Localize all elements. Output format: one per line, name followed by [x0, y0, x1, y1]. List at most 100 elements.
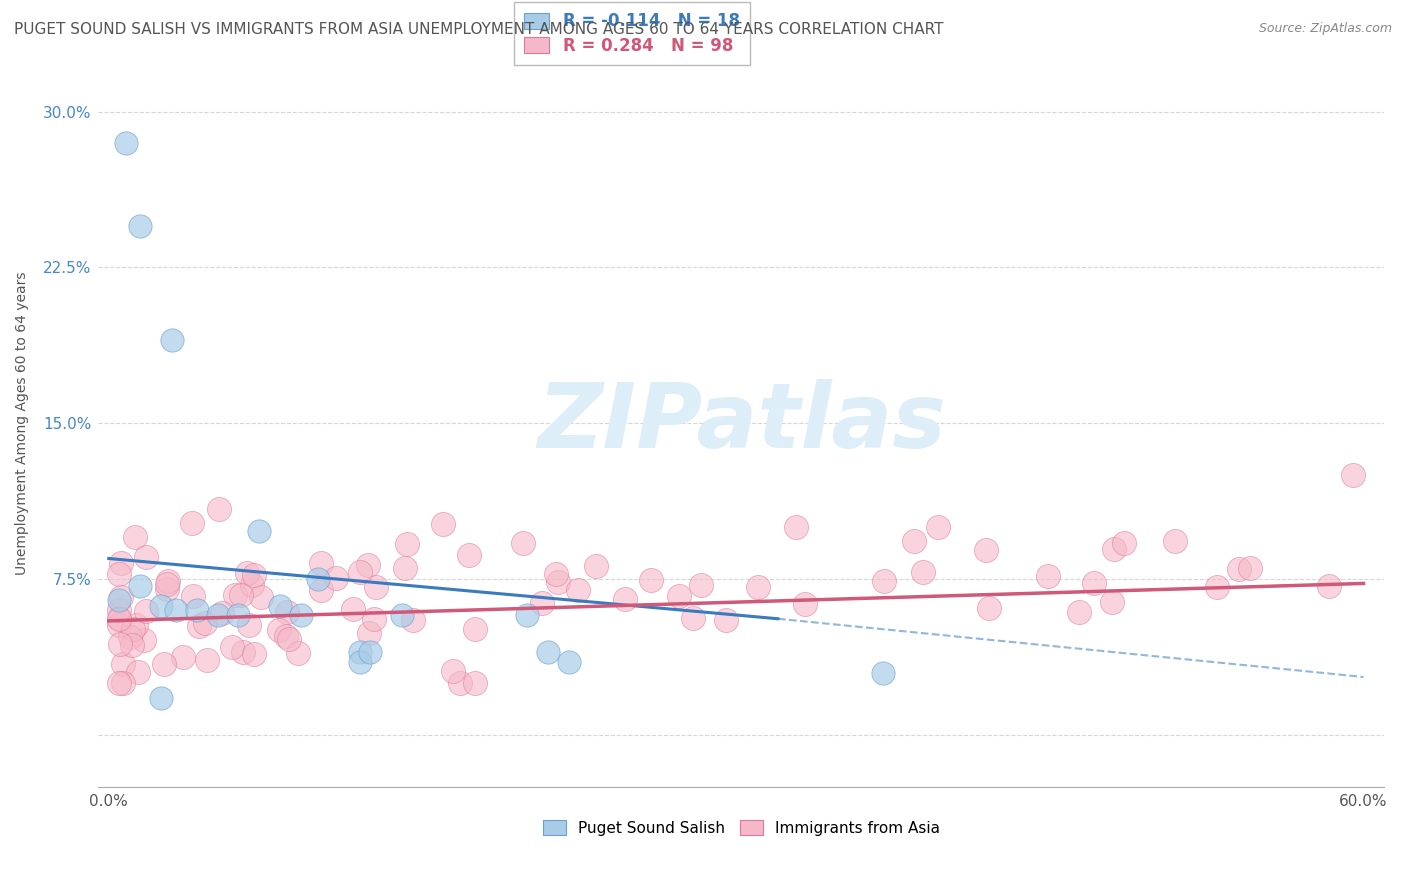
Point [108, 637, 131, 651]
Point [547, 575, 569, 590]
Point [1317, 579, 1340, 593]
Point [274, 628, 297, 642]
Point [194, 616, 217, 631]
Point [872, 665, 894, 680]
Point [150, 599, 173, 614]
Point [974, 542, 997, 557]
Point [242, 648, 264, 662]
Point [108, 567, 131, 582]
Point [134, 632, 156, 647]
Point [464, 622, 486, 636]
Point [121, 638, 143, 652]
Point [1114, 536, 1136, 550]
Point [689, 578, 711, 592]
Point [165, 603, 187, 617]
Point [160, 333, 183, 347]
Point [229, 588, 252, 602]
Point [112, 657, 135, 671]
Point [391, 607, 413, 622]
Point [135, 604, 157, 618]
Point [873, 574, 896, 588]
Point [181, 590, 204, 604]
Point [250, 590, 273, 604]
Point [129, 578, 152, 592]
Point [1101, 595, 1123, 609]
Point [325, 571, 347, 585]
Point [903, 534, 925, 549]
Point [277, 632, 299, 646]
Point [357, 626, 380, 640]
Point [1227, 561, 1250, 575]
Point [342, 602, 364, 616]
Point [394, 561, 416, 575]
Point [911, 566, 934, 580]
Point [127, 665, 149, 680]
Y-axis label: Unemployment Among Ages 60 to 64 years: Unemployment Among Ages 60 to 64 years [15, 272, 30, 575]
Point [108, 593, 131, 607]
Point [558, 656, 581, 670]
Point [114, 136, 136, 150]
Point [1164, 534, 1187, 549]
Point [118, 630, 141, 644]
Point [290, 607, 312, 622]
Point [449, 676, 471, 690]
Point [640, 573, 662, 587]
Point [269, 599, 291, 614]
Point [129, 219, 152, 233]
Text: Source: ZipAtlas.com: Source: ZipAtlas.com [1258, 22, 1392, 36]
Legend: Puget Sound Salish, Immigrants from Asia: Puget Sound Salish, Immigrants from Asia [533, 811, 949, 845]
Point [156, 582, 179, 597]
Point [364, 580, 387, 594]
Point [349, 645, 371, 659]
Point [172, 649, 194, 664]
Point [224, 588, 246, 602]
Point [307, 572, 329, 586]
Point [458, 549, 481, 563]
Point [110, 591, 132, 605]
Point [668, 590, 690, 604]
Point [1102, 542, 1125, 557]
Point [188, 618, 211, 632]
Point [785, 520, 807, 534]
Point [247, 524, 270, 539]
Point [135, 549, 157, 564]
Point [512, 536, 534, 550]
Point [395, 537, 418, 551]
Point [441, 664, 464, 678]
Point [309, 556, 332, 570]
Point [150, 690, 173, 705]
Point [530, 596, 553, 610]
Point [125, 618, 148, 632]
Point [927, 520, 949, 534]
Point [243, 568, 266, 582]
Point [156, 574, 179, 588]
Point [585, 558, 607, 573]
Point [110, 557, 132, 571]
Point [356, 558, 378, 572]
Text: PUGET SOUND SALISH VS IMMIGRANTS FROM ASIA UNEMPLOYMENT AMONG AGES 60 TO 64 YEAR: PUGET SOUND SALISH VS IMMIGRANTS FROM AS… [14, 22, 943, 37]
Point [359, 645, 381, 659]
Point [402, 613, 425, 627]
Point [124, 530, 146, 544]
Point [112, 676, 135, 690]
Point [108, 612, 131, 626]
Point [221, 640, 243, 655]
Point [349, 656, 371, 670]
Point [682, 611, 704, 625]
Point [267, 623, 290, 637]
Point [108, 618, 131, 632]
Point [544, 567, 567, 582]
Point [108, 611, 131, 625]
Point [614, 592, 637, 607]
Point [238, 617, 260, 632]
Point [567, 583, 589, 598]
Point [276, 605, 298, 619]
Point [180, 516, 202, 530]
Point [363, 611, 385, 625]
Point [156, 576, 179, 591]
Point [309, 583, 332, 598]
Point [537, 645, 560, 659]
Point [108, 602, 131, 616]
Point [516, 607, 538, 622]
Text: ZIPatlas: ZIPatlas [537, 379, 946, 467]
